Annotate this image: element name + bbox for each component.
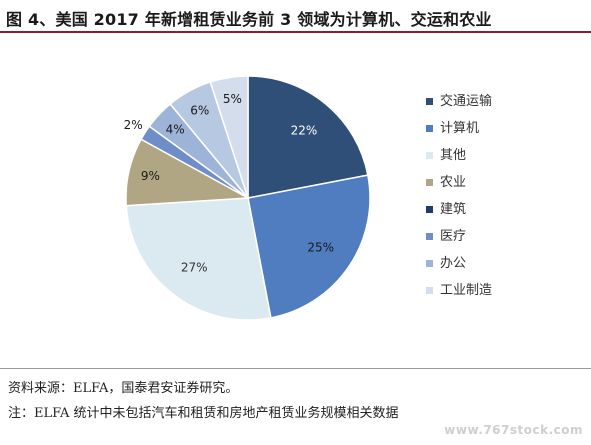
legend-label: 农业: [440, 175, 467, 190]
slice-label-6: 6%: [190, 103, 209, 117]
legend-item: 办公: [426, 250, 546, 277]
pie-slices: [125, 75, 371, 321]
legend-swatch: [426, 233, 433, 240]
legend-item: 计算机: [426, 115, 546, 142]
chart-legend: 交通运输计算机其他农业建筑医疗办公工业制造: [426, 88, 546, 304]
legend-swatch: [426, 152, 433, 159]
pie-slice-0: [247, 75, 369, 199]
legend-item: 工业制造: [426, 277, 546, 304]
pie-chart: 22% 25% 27% 9% 2% 4% 6% 5%: [124, 75, 371, 321]
title-divider: [0, 31, 591, 33]
legend-label: 其他: [440, 148, 467, 163]
legend-label: 医疗: [440, 229, 467, 244]
slice-label-7: 5%: [223, 92, 242, 106]
slice-label-4: 2%: [124, 118, 143, 132]
legend-item: 建筑: [426, 196, 546, 223]
slice-label-2: 27%: [181, 260, 208, 274]
watermark: www.767stock.com: [444, 423, 583, 437]
pie-slice-2: [125, 197, 272, 321]
legend-label: 办公: [440, 256, 467, 271]
legend-label: 建筑: [440, 202, 467, 217]
footer-divider: [0, 368, 591, 369]
legend-item: 农业: [426, 169, 546, 196]
legend-swatch: [426, 287, 433, 294]
slice-label-3: 9%: [141, 169, 160, 183]
source-note: 资料来源：ELFA，国泰君安证券研究。: [8, 381, 239, 396]
footnote: 注：ELFA 统计中未包括汽车和租赁和房地产租赁业务规模相关数据: [8, 406, 399, 421]
slice-label-0: 22%: [291, 123, 318, 137]
figure-title: 图 4、美国 2017 年新增租赁业务前 3 领域为计算机、交运和农业: [6, 10, 492, 29]
legend-swatch: [426, 125, 433, 132]
pie-slice-7: [209, 75, 249, 199]
legend-item: 医疗: [426, 223, 546, 250]
legend-swatch: [426, 98, 433, 105]
pie-slice-1: [247, 174, 371, 319]
legend-swatch: [426, 179, 433, 186]
slice-label-1: 25%: [307, 240, 334, 254]
pie-labels: 22% 25% 27% 9% 2% 4% 6% 5%: [124, 92, 334, 274]
legend-swatch: [426, 206, 433, 213]
legend-label: 工业制造: [440, 283, 493, 298]
legend-swatch: [426, 260, 433, 267]
legend-label: 计算机: [440, 121, 480, 136]
slice-label-5: 4%: [166, 123, 185, 137]
legend-label: 交通运输: [440, 94, 493, 109]
legend-item: 交通运输: [426, 88, 546, 115]
legend-item: 其他: [426, 142, 546, 169]
